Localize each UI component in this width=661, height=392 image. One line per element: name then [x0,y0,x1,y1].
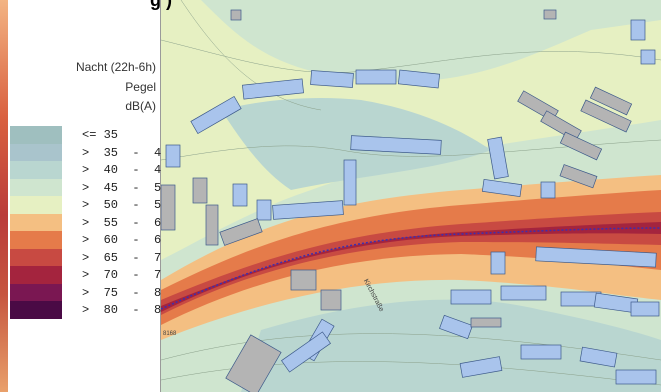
building [350,135,442,155]
building [397,69,441,89]
legend-item: > 40 - 45 [10,161,168,179]
building [290,269,317,291]
building [242,78,304,100]
zone-70-75 [161,222,661,312]
building [256,199,272,221]
building [310,70,354,88]
legend-item: > 35 - 40 [10,143,168,161]
building [559,164,598,189]
legend-label: > 55 - 60 [82,215,169,230]
building [535,246,657,268]
legend-item: > 80 - 85 [10,301,168,319]
adjacent-map-strip [0,0,8,392]
building [343,159,357,206]
legend-swatch [10,283,62,301]
legend-item: <= 35 [10,126,158,144]
building [205,204,219,246]
legend-panel: Nacht (22h-6h) Pegel dB(A) <= 35 > 35 - 4… [8,0,168,392]
building [540,181,556,199]
building [190,95,242,135]
legend-swatch [10,196,62,214]
legend-item: > 45 - 50 [10,178,168,196]
legend-label: > 65 - 70 [82,250,169,265]
building [630,19,646,41]
building [490,251,506,275]
legend-item: > 70 - 75 [10,266,168,284]
noise-map-canvas [161,0,661,392]
building [520,344,562,360]
zone-65-70 [161,212,661,315]
building [192,177,208,204]
zone-40-45-south [241,299,661,392]
building [272,200,344,220]
page-title-fragment: g ) [150,0,172,10]
building [640,49,656,65]
building [589,86,633,116]
building [470,317,502,328]
legend-unit: dB(A) [125,99,156,113]
building [615,369,657,385]
building [580,99,632,133]
building [630,301,660,317]
building [165,144,181,168]
legend-label: > 70 - 75 [82,268,169,282]
building [500,285,547,301]
legend-item: > 60 - 65 [10,231,168,249]
building [543,9,557,20]
legend-subtitle: Pegel [125,80,156,94]
contour-lines [161,0,661,386]
noise-map[interactable] [161,0,661,392]
building [281,331,331,373]
building [225,334,282,392]
building [355,69,397,85]
legend-label: > 60 - 65 [82,233,169,247]
building [487,136,509,180]
building [320,289,342,311]
legend-item: > 65 - 70 [10,248,168,266]
legend-swatch [10,266,62,284]
building [540,110,582,142]
legend-swatch [10,301,62,319]
legend-label: > 45 - 50 [82,180,169,195]
buildings [161,9,660,392]
legend-item: > 50 - 55 [10,196,168,214]
building [161,184,176,231]
legend-swatch [10,231,62,249]
legend-label: > 80 - 85 [82,303,169,317]
legend-swatch [10,248,62,266]
building [559,131,603,161]
legend-label: > 35 - 40 [82,145,169,160]
legend-swatch [10,126,62,144]
legend-swatch [10,161,62,179]
legend-label: > 40 - 45 [82,163,169,177]
legend-item: > 55 - 60 [10,213,168,231]
building [459,356,503,378]
legend-items: <= 35 > 35 - 40 > 40 - 45 > 45 - 50 > 50 - 5… [10,126,168,319]
building [439,314,473,340]
legend-label: <= 35 [82,128,119,142]
legend-label: > 75 - 80 [82,285,169,300]
legend-title: Nacht (22h-6h) [75,60,156,74]
building [232,183,248,207]
map-code-label: 8168 [163,331,177,337]
building [579,346,618,368]
legend-swatch [10,213,62,231]
legend-label: > 50 - 55 [82,198,169,212]
building [450,289,492,305]
building [219,218,263,246]
road-centerline [161,227,661,310]
building [230,9,242,21]
legend-swatch [10,143,62,161]
building [481,179,523,197]
legend-item: > 75 - 80 [10,283,168,301]
legend-swatch [10,178,62,196]
zone-45-50-north [201,0,661,82]
